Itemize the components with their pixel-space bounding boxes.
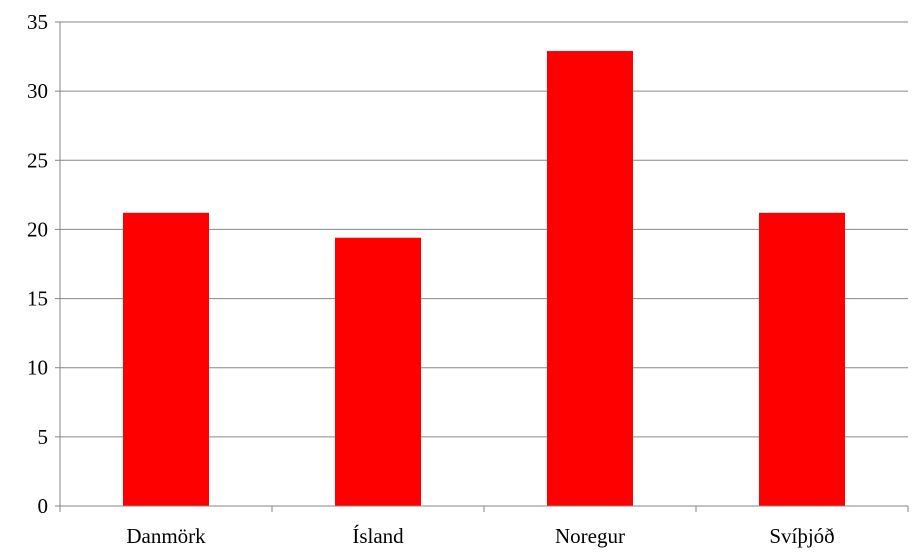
y-tick-label: 30 bbox=[27, 79, 48, 103]
bar-0 bbox=[123, 212, 209, 506]
x-tick-label: Ísland bbox=[352, 524, 404, 548]
x-tick-label: Danmörk bbox=[126, 524, 206, 548]
y-tick-label: 35 bbox=[27, 10, 48, 34]
y-tick-label: 20 bbox=[27, 217, 48, 241]
x-tick-labels: Danmörk Ísland Noregur Svíþjóð bbox=[126, 524, 834, 548]
bar-2 bbox=[547, 51, 633, 506]
x-tick-label: Noregur bbox=[555, 524, 625, 548]
bar-3 bbox=[759, 212, 845, 506]
y-tick-label: 0 bbox=[38, 494, 49, 518]
y-tick-label: 5 bbox=[38, 425, 49, 449]
bars bbox=[123, 51, 845, 506]
y-tick-labels: 0 5 10 15 20 25 30 35 bbox=[27, 10, 48, 518]
y-tick-label: 25 bbox=[27, 148, 48, 172]
y-tick-label: 15 bbox=[27, 287, 48, 311]
bar-1 bbox=[335, 237, 421, 506]
y-tick-label: 10 bbox=[27, 356, 48, 380]
axes bbox=[55, 21, 909, 512]
x-tick-label: Svíþjóð bbox=[769, 524, 834, 548]
